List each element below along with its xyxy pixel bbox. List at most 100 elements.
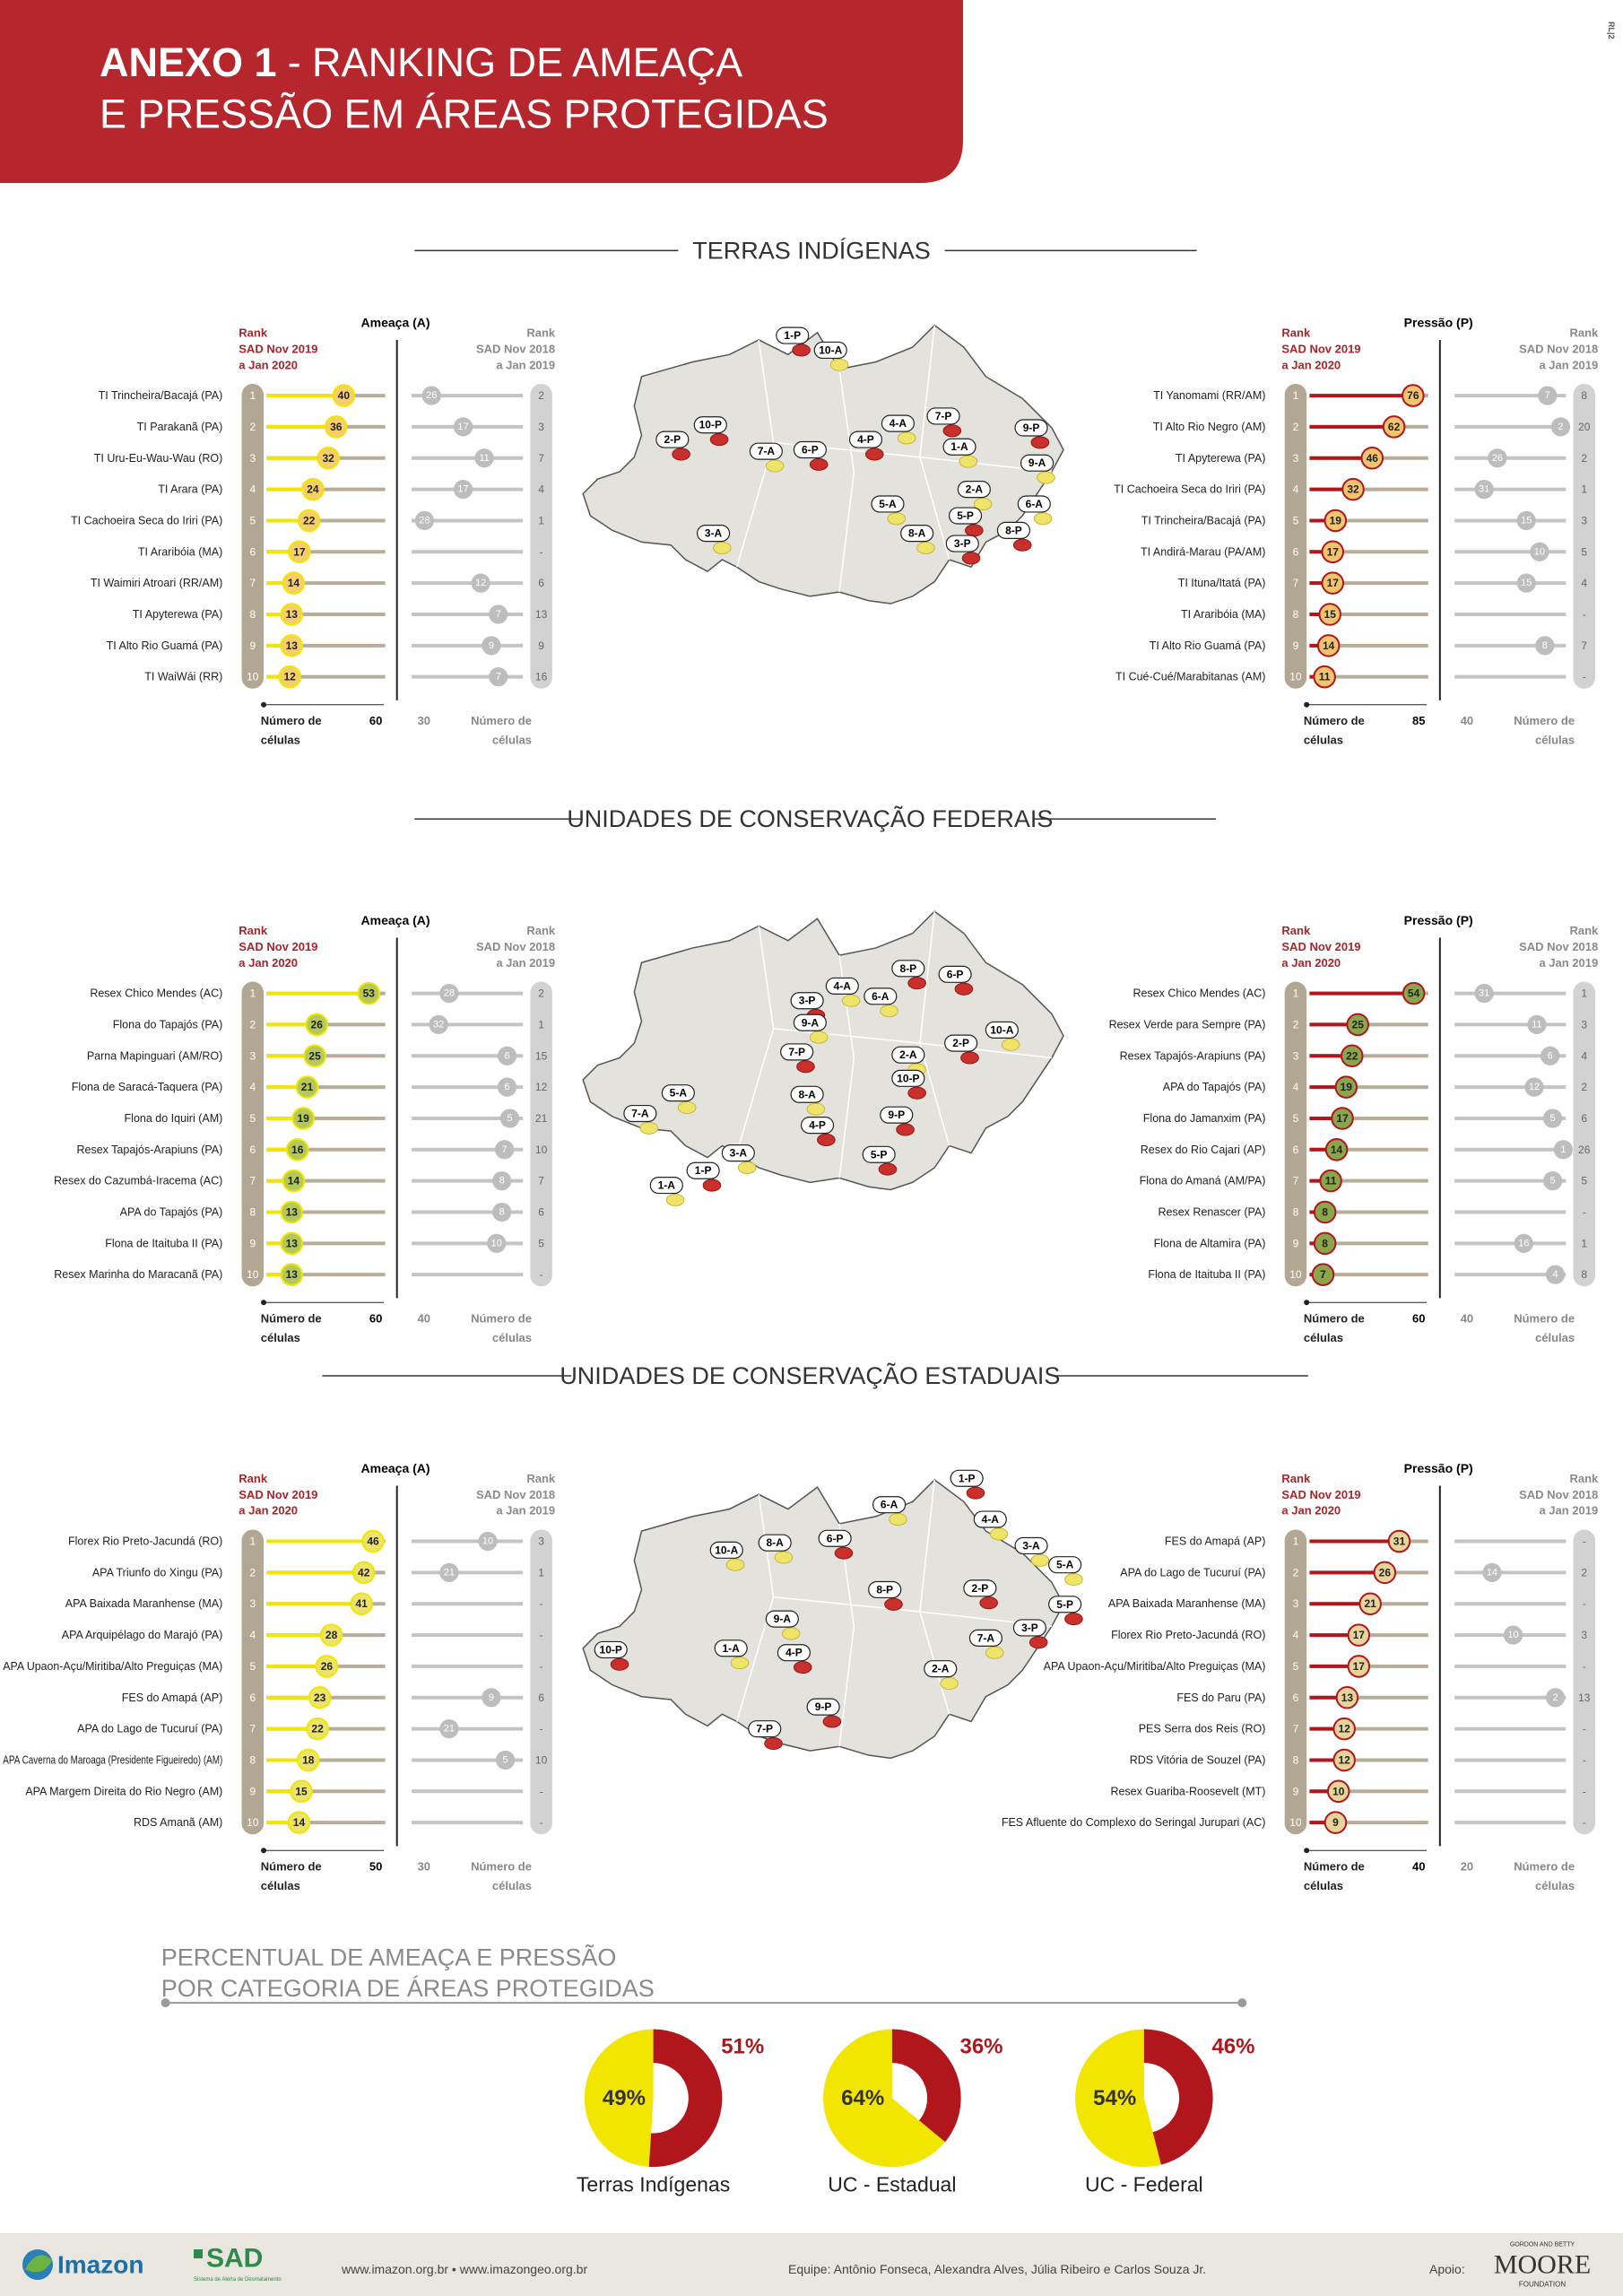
bubble-label: 17 (293, 545, 306, 558)
prev-bubble (497, 1046, 517, 1065)
state-border (773, 1596, 1053, 1628)
map-label: 2-A (899, 1048, 917, 1061)
map-area (961, 552, 981, 565)
prev-rank: 7 (538, 452, 544, 465)
area-name: RDS Vitória de Souzel (PA) (1130, 1753, 1266, 1766)
area-name: Flona do Iquiri (AM) (125, 1112, 223, 1125)
map-area (973, 497, 993, 510)
prev-rank: 1 (1581, 483, 1587, 496)
prev-bubble-label: 7 (1545, 390, 1550, 401)
prev-bubble-label: 7 (496, 609, 501, 620)
rank-header: a Jan 2020 (1281, 358, 1341, 371)
area-name: TI Cachoeira Seca do Iriri (PA) (1114, 483, 1265, 496)
bubble-label: 7 (1320, 1268, 1326, 1281)
rank-header: SAD Nov 2019 (1281, 940, 1360, 953)
prev-rank: 21 (535, 1112, 548, 1125)
bubble (317, 446, 340, 470)
bubble (297, 509, 321, 533)
prev-bubble (1545, 1688, 1566, 1708)
area-name: TI Trincheira/Bacajá (PA) (1141, 514, 1266, 526)
map-label-pill (1014, 1536, 1048, 1555)
map-label: 7-P (788, 1046, 805, 1058)
map-label: 7-P (935, 410, 952, 422)
prev-rank-header: a Jan 2019 (1539, 358, 1598, 371)
category-label: UC - Estadual (828, 2173, 956, 2196)
rank: 7 (1293, 577, 1299, 589)
bubble-label: 13 (286, 1237, 299, 1249)
prev-axis-label: Número de (1514, 1860, 1575, 1874)
prev-bubble (497, 1077, 517, 1097)
prev-bubble (471, 573, 490, 593)
prev-bubble-label: 9 (489, 640, 494, 651)
prev-axis-label: células (1535, 1879, 1575, 1892)
rank: 8 (1293, 1205, 1299, 1218)
map-label: 5-A (670, 1087, 688, 1100)
prev-rank: 8 (1581, 1268, 1587, 1281)
bubble (282, 1169, 306, 1193)
measure-title: Pressão (P) (1404, 1461, 1473, 1475)
map-label: 7-A (977, 1631, 995, 1644)
bubble (285, 1138, 309, 1161)
prev-rank-header: a Jan 2019 (496, 1504, 555, 1518)
map-label-pill (957, 481, 991, 499)
bubble (315, 1655, 339, 1678)
moore-logo: MOORE (1494, 2250, 1591, 2280)
bubble (297, 1748, 320, 1772)
map-label-pill (649, 1176, 683, 1195)
prev-rank: 2 (538, 987, 544, 1000)
axis-max: 60 (1412, 1312, 1425, 1326)
measure-title: Ameaça (A) (361, 913, 430, 927)
rank-header: a Jan 2020 (239, 358, 298, 371)
bubble-label: 25 (308, 1049, 321, 1062)
map-area (737, 1161, 757, 1175)
map-area (979, 1596, 998, 1610)
map-label-pill (748, 1720, 782, 1738)
bubble-label: 36 (330, 421, 343, 433)
area-name: Flona de Altamira (PA) (1154, 1237, 1266, 1249)
area-name: APA do Lago de Tucuruí (PA) (1120, 1566, 1265, 1578)
map-area (940, 1676, 959, 1691)
map-area (887, 512, 907, 526)
bubble (1313, 1231, 1337, 1256)
map-label: 4-A (890, 417, 907, 430)
bubble-label: 17 (1353, 1629, 1366, 1641)
bubble-label: 22 (303, 514, 316, 526)
area-name: TI Cué-Cué/Marabitanas (AM) (1115, 671, 1265, 683)
map-label: 7-A (758, 445, 776, 457)
prev-rank: 1 (538, 1018, 544, 1031)
map-area (822, 1715, 842, 1728)
rank: 9 (1293, 639, 1299, 652)
prev-bubble-label: 12 (475, 578, 486, 588)
map-area (817, 1133, 836, 1146)
map-label: 10-A (819, 344, 842, 356)
rank-header: a Jan 2020 (1281, 1504, 1341, 1518)
prev-rank-column (530, 1529, 552, 1835)
prev-rank: 13 (1578, 1692, 1591, 1704)
summary-title: PERCENTUAL DE AMEAÇA E PRESSÃO (161, 1943, 617, 1970)
map-area (954, 982, 974, 996)
map-area (864, 448, 884, 461)
area-name: Resex Marinha do Maracanã (PA) (54, 1268, 222, 1281)
prev-rank: 20 (1578, 421, 1591, 433)
map-area (665, 1193, 685, 1206)
prev-bubble (1516, 573, 1536, 593)
prev-bubble-label: 14 (1487, 1567, 1497, 1578)
bubble-label: 10 (1332, 1785, 1345, 1797)
prev-bubble-label: 26 (426, 390, 437, 401)
rank: 3 (1293, 1597, 1299, 1610)
rank-header: a Jan 2020 (1281, 956, 1341, 970)
prev-rank-column (1573, 384, 1595, 689)
prev-bubble (1541, 1046, 1560, 1065)
rank: 9 (249, 1785, 256, 1797)
area-name: APA Upaon-Açu/Miritiba/Alto Preguiças (M… (1044, 1660, 1266, 1673)
prev-axis-label: células (492, 733, 532, 746)
rank: 8 (1293, 1753, 1299, 1766)
rank: 6 (1293, 1692, 1299, 1704)
bubble (306, 1717, 329, 1741)
map-area (889, 1513, 907, 1526)
pressure-ring (891, 2029, 961, 2143)
prev-bubble-label: 10 (1534, 546, 1545, 557)
prev-bubble-label: 26 (1492, 453, 1503, 464)
prev-bubble-label: 8 (1542, 640, 1548, 651)
